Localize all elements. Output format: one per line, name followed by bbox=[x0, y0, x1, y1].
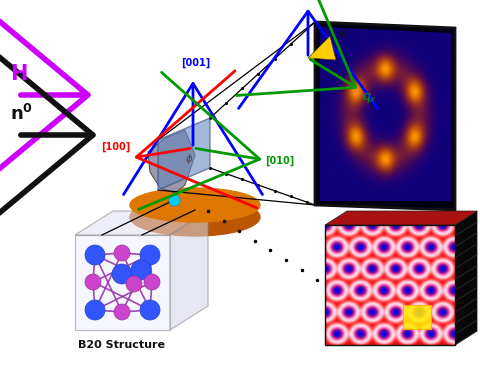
Polygon shape bbox=[75, 235, 170, 330]
Bar bbox=[403, 305, 431, 329]
Polygon shape bbox=[315, 22, 455, 210]
Circle shape bbox=[131, 260, 151, 280]
Polygon shape bbox=[158, 118, 210, 190]
Circle shape bbox=[144, 274, 160, 290]
Text: [010]: [010] bbox=[265, 156, 294, 166]
Circle shape bbox=[85, 300, 105, 320]
Text: $\mathbf{n^0}$: $\mathbf{n^0}$ bbox=[10, 104, 33, 124]
Circle shape bbox=[126, 276, 142, 292]
Text: $\phi$: $\phi$ bbox=[185, 152, 193, 166]
Circle shape bbox=[85, 245, 105, 265]
Ellipse shape bbox=[130, 188, 260, 222]
Polygon shape bbox=[455, 211, 477, 345]
Text: $\theta$: $\theta$ bbox=[338, 28, 347, 40]
Text: [001]: [001] bbox=[181, 58, 210, 68]
Circle shape bbox=[112, 264, 132, 284]
Ellipse shape bbox=[130, 198, 260, 236]
Text: B20 Structure: B20 Structure bbox=[79, 340, 166, 350]
Polygon shape bbox=[170, 211, 208, 330]
Circle shape bbox=[114, 245, 130, 261]
Text: $q_y$: $q_y$ bbox=[290, 0, 305, 2]
Polygon shape bbox=[308, 36, 336, 60]
Text: [100]: [100] bbox=[101, 142, 130, 152]
Circle shape bbox=[140, 300, 160, 320]
Text: $q_x$: $q_x$ bbox=[362, 91, 377, 105]
Polygon shape bbox=[325, 211, 477, 225]
Text: H: H bbox=[10, 64, 27, 84]
Circle shape bbox=[140, 245, 160, 265]
Polygon shape bbox=[148, 130, 195, 193]
Circle shape bbox=[114, 304, 130, 320]
Polygon shape bbox=[75, 211, 208, 235]
Circle shape bbox=[85, 274, 101, 290]
